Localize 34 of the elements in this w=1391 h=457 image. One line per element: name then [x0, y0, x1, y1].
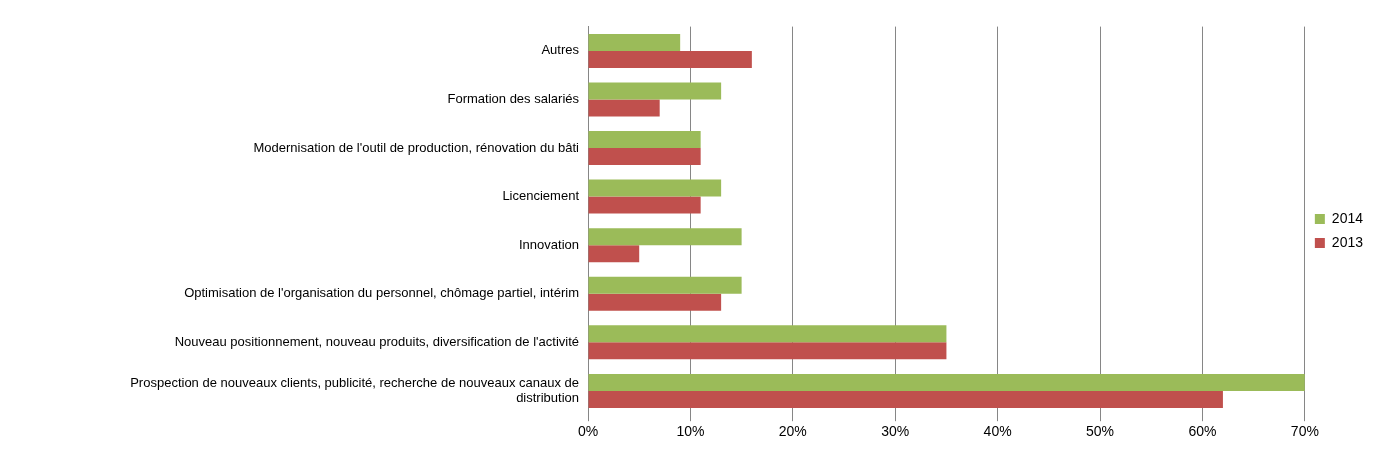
x-tick-label: 20%: [778, 423, 807, 440]
bar: [588, 82, 722, 100]
bar: [588, 373, 1305, 391]
bar: [588, 293, 722, 311]
x-tick-label: 30%: [881, 423, 910, 440]
y-tick-label: Optimisation de l'organisation du personnel, chômage partiel, intérim: [184, 285, 579, 301]
x-tick-label: 70%: [1290, 423, 1319, 440]
y-tick-label: Innovation: [519, 236, 579, 252]
x-tick-label: 50%: [1086, 423, 1115, 440]
bar: [588, 325, 947, 343]
legend-label: 2014: [1331, 209, 1364, 226]
bar: [588, 390, 1223, 408]
y-tick-label: Formation des salariés: [447, 91, 580, 107]
bar: [588, 33, 681, 51]
bar: [588, 276, 742, 294]
y-tick-label: Prospection de nouveaux clients, publicité, recherche de nouveaux canaux de distribution: [130, 374, 579, 406]
bar: [588, 245, 640, 263]
bar: [588, 228, 742, 246]
x-tick-label: 10%: [676, 423, 705, 440]
legend-label: 2013: [1331, 233, 1364, 250]
bar: [588, 50, 752, 68]
y-tick-label: Autres: [541, 42, 580, 58]
x-tick-label: 60%: [1188, 423, 1217, 440]
bar: [588, 342, 947, 360]
x-tick-label: 40%: [983, 423, 1012, 440]
y-tick-label: Nouveau positionnement, nouveau produits, diversification de l'activité: [174, 333, 579, 349]
bar: [588, 196, 701, 214]
bar: [588, 99, 660, 117]
y-tick-label: Licenciement: [502, 188, 580, 204]
bar: [588, 179, 722, 197]
bar: [588, 148, 701, 166]
bar: [588, 131, 701, 149]
y-tick-label: Modernisation de l'outil de production, rénovation du bâti: [253, 139, 580, 155]
x-tick-label: 0%: [577, 423, 599, 440]
